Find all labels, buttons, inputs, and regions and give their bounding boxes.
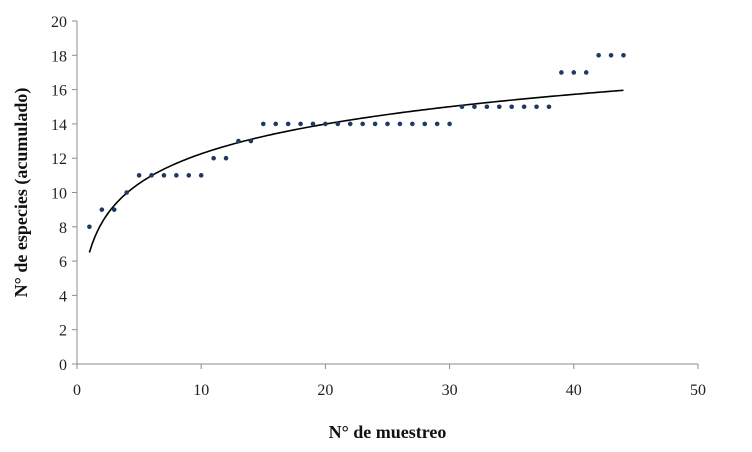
data-point (360, 121, 365, 127)
x-axis-title: N° de muestreo (329, 422, 447, 442)
data-point (149, 173, 154, 178)
data-point (397, 121, 403, 127)
data-point (385, 121, 390, 127)
x-ticks: 0 10 20 30 40 50 (73, 364, 706, 399)
data-point (608, 53, 614, 58)
data-point (273, 121, 279, 127)
y-ticks: 0 2 4 6 8 10 12 14 16 18 20 (51, 14, 77, 374)
data-point (87, 224, 92, 230)
data-points (87, 53, 626, 230)
data-point (236, 138, 241, 144)
y-tick-label: 16 (51, 83, 67, 100)
x-tick-label: 20 (317, 382, 333, 399)
x-tick-label: 0 (73, 382, 81, 399)
data-point (298, 121, 303, 127)
y-tick-label: 20 (51, 14, 67, 31)
data-point (161, 173, 167, 178)
logarithmic-trendline (88, 89, 624, 253)
y-tick-label: 6 (59, 254, 67, 271)
data-point (198, 173, 204, 178)
data-point (484, 104, 490, 110)
data-point (621, 53, 626, 58)
data-point (310, 121, 316, 127)
data-point (211, 155, 216, 161)
y-tick-label: 10 (51, 186, 67, 203)
y-tick-label: 4 (59, 288, 67, 305)
data-point (434, 121, 440, 127)
y-tick-label: 8 (59, 220, 67, 237)
data-point (447, 121, 452, 127)
data-point (111, 207, 117, 212)
plot-area: 0 10 20 30 40 50 0 2 4 6 8 10 12 14 16 18 20 (51, 14, 706, 399)
data-point (459, 104, 465, 110)
data-point (509, 104, 514, 110)
data-point (534, 104, 539, 110)
y-tick-label: 14 (51, 117, 67, 134)
y-axis-title: N° de especies (acumulado) (11, 88, 32, 298)
data-point (559, 70, 564, 75)
data-point (596, 53, 601, 58)
data-point (174, 173, 179, 178)
data-point (472, 104, 477, 110)
data-point (410, 121, 415, 127)
data-point (136, 173, 142, 178)
data-point (521, 104, 527, 110)
data-point (335, 121, 341, 127)
data-point (99, 207, 105, 212)
x-tick-label: 30 (442, 382, 458, 399)
data-point (372, 121, 378, 127)
data-point (223, 155, 229, 161)
x-tick-label: 10 (193, 382, 209, 399)
data-point (496, 104, 502, 110)
data-point (347, 121, 353, 127)
data-point (571, 70, 577, 75)
data-point (583, 70, 589, 75)
data-point (285, 121, 291, 127)
data-point (422, 121, 428, 127)
y-tick-label: 0 (59, 357, 67, 374)
data-point (261, 121, 266, 127)
data-point (248, 138, 254, 144)
x-tick-label: 40 (566, 382, 582, 399)
y-tick-label: 2 (59, 323, 67, 340)
data-point (124, 190, 129, 195)
data-point (186, 173, 192, 178)
data-point (546, 104, 552, 110)
x-tick-label: 50 (690, 382, 706, 399)
y-tick-label: 18 (51, 48, 67, 65)
data-point (323, 121, 328, 127)
y-tick-label: 12 (51, 151, 67, 168)
